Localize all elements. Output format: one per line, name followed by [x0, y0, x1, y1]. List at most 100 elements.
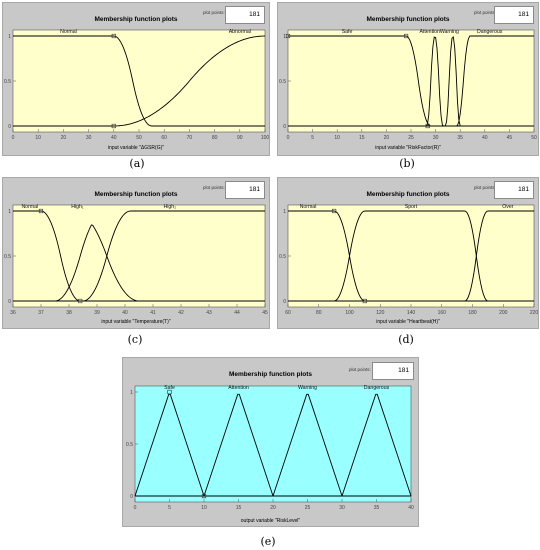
y-tick-label: 1 — [283, 209, 286, 215]
plot-points-input[interactable]: 181 — [225, 6, 265, 24]
mf-panel-b: Membership function plots plot points: 1… — [275, 0, 540, 180]
x-tick-label: 120 — [376, 310, 385, 316]
plot-points-input[interactable]: 181 — [494, 181, 534, 199]
x-tick-label: 100 — [261, 135, 270, 141]
plot-points-label: plot points: — [203, 10, 225, 15]
plot-background — [12, 204, 266, 308]
x-tick-label: 30 — [86, 135, 92, 141]
figure-frame: Membership function plots plot points: 1… — [2, 177, 270, 329]
mf-label: Dangerous — [477, 29, 503, 35]
figure-frame: Membership function plots plot points: 1… — [122, 357, 419, 527]
y-tick-label: 0 — [8, 299, 11, 305]
vertex-marker — [362, 298, 367, 304]
vertex-marker — [38, 208, 44, 214]
y-tick-label: 1 — [8, 34, 11, 40]
y-tick-label: 0 — [130, 494, 133, 500]
plot-background — [287, 204, 535, 308]
x-tick-label: 180 — [468, 310, 477, 316]
x-tick-label: 15 — [359, 135, 365, 141]
panel-caption: (c) — [127, 333, 143, 346]
x-tick-label: 90 — [237, 135, 243, 141]
panel-caption: (e) — [260, 535, 276, 548]
mf-label: Warning — [298, 385, 317, 391]
x-tick-label: 35 — [374, 505, 380, 511]
mf-label: Dangerous — [364, 385, 390, 391]
plot-background — [12, 29, 266, 133]
panel-caption: (b) — [399, 157, 415, 170]
y-tick-label: 1 — [130, 390, 133, 396]
mf-label: Normal — [300, 204, 317, 210]
x-tick-label: 160 — [438, 310, 447, 316]
mf-label: Normal — [21, 204, 38, 210]
x-tick-label: 140 — [407, 310, 416, 316]
x-axis-label: input variable "ΔGSR(G)" — [107, 145, 165, 151]
plot-points-label: plot points: — [203, 185, 225, 190]
y-tick-label: 0.5 — [279, 254, 286, 260]
vertex-marker — [332, 208, 337, 214]
x-tick-label: 45 — [262, 310, 268, 316]
mf-label: High₂ — [163, 204, 176, 210]
membership-chart: 0 10 20 30 40 50 60 70 80 90 100 0 0.5 1 Normal Abnorma… — [4, 29, 269, 141]
membership-chart: 0 5 10 15 20 25 30 35 40 0 0.5 1 Safe Attention Warnin… — [126, 385, 414, 511]
vertex-marker — [201, 493, 207, 499]
x-tick-label: 15 — [236, 505, 242, 511]
x-tick-label: 44 — [234, 310, 240, 316]
mf-curve-abnormal — [13, 35, 266, 127]
x-tick-label: 37 — [38, 310, 44, 316]
mf-curve-dangerous — [288, 35, 534, 127]
mf-curve-dangerous — [135, 393, 412, 497]
vertex-marker — [285, 33, 291, 39]
x-tick-label: 25 — [408, 135, 414, 141]
x-tick-label: 40 — [111, 135, 117, 141]
x-tick-label: 39 — [94, 310, 100, 316]
plot-title: Membership function plots — [366, 191, 450, 198]
mf-panel-a: Membership function plots plot points: 1… — [0, 0, 270, 180]
mf-curve-over — [288, 210, 534, 302]
x-tick-label: 40 — [122, 310, 128, 316]
x-tick-label: 25 — [305, 505, 311, 511]
x-tick-label: 36 — [10, 310, 16, 316]
plot-points-label: plot points: — [349, 367, 371, 372]
x-tick-label: 5 — [168, 505, 171, 511]
plot-points-label: plot points: — [474, 185, 496, 190]
mf-label: Abnormal — [229, 29, 251, 35]
x-tick-label: 0 — [12, 135, 15, 141]
x-axis-label: input variable "RiskFactor(R)" — [375, 145, 441, 151]
mf-curve-high- — [13, 210, 265, 302]
x-tick-label: 80 — [316, 310, 322, 316]
plot-points-input[interactable]: 181 — [372, 362, 414, 380]
mf-label: Safe — [164, 385, 175, 391]
x-tick-label: 220 — [530, 310, 539, 316]
x-tick-label: 38 — [66, 310, 72, 316]
plot-title: Membership function plots — [94, 191, 178, 198]
plot-title: Membership function plots — [366, 16, 450, 23]
mf-label: High₁ — [71, 204, 84, 210]
plot-points-input[interactable]: 181 — [225, 181, 265, 199]
x-tick-label: 30 — [339, 505, 345, 511]
x-tick-label: 35 — [457, 135, 463, 141]
x-tick-label: 200 — [499, 310, 508, 316]
plot-background — [287, 29, 535, 133]
plot-points-label: plot points: — [474, 10, 496, 15]
x-tick-label: 0 — [287, 135, 290, 141]
x-tick-label: 80 — [212, 135, 218, 141]
x-axis-label: input variable "Temperature(T)" — [101, 319, 171, 325]
plot-background — [134, 385, 412, 503]
x-tick-label: 70 — [187, 135, 193, 141]
mf-label: Warning — [440, 29, 459, 35]
plot-points-input[interactable]: 181 — [494, 6, 534, 24]
x-tick-label: 45 — [507, 135, 513, 141]
plot-area: 0 5 10 15 20 25 30 35 40 45 50 0 0.5 1 Safe Attention Wa… — [279, 29, 537, 141]
x-tick-label: 20 — [61, 135, 67, 141]
x-tick-label: 60 — [161, 135, 167, 141]
y-tick-label: 0 — [283, 124, 286, 130]
x-tick-label: 41 — [150, 310, 156, 316]
figure-frame: Membership function plots plot points: 1… — [2, 2, 270, 156]
plot-area: 0 10 20 30 40 50 60 70 80 90 100 0 0.5 1 Normal Abnorma… — [4, 29, 269, 141]
mf-panel-e: Membership function plots plot points: 1… — [120, 355, 420, 550]
mf-label: Attention — [419, 29, 440, 35]
x-tick-label: 60 — [285, 310, 291, 316]
y-tick-label: 0.5 — [126, 442, 133, 448]
x-tick-label: 20 — [270, 505, 276, 511]
x-tick-label: 43 — [206, 310, 212, 316]
